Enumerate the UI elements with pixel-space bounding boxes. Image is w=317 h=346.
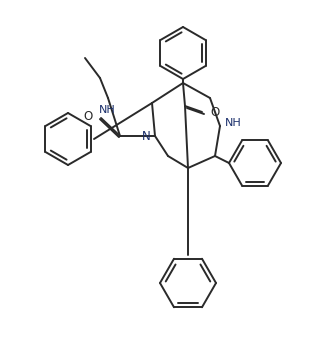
Text: N: N bbox=[142, 129, 151, 143]
Text: NH: NH bbox=[225, 118, 242, 128]
Text: O: O bbox=[210, 107, 219, 119]
Text: O: O bbox=[84, 110, 93, 124]
Text: NH: NH bbox=[99, 105, 115, 115]
